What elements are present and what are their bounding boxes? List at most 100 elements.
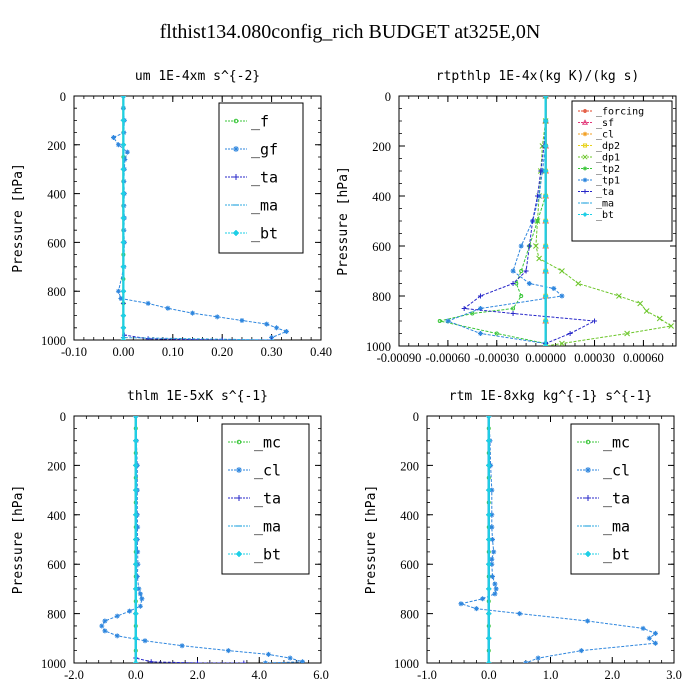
data-point xyxy=(148,659,154,663)
data-point xyxy=(578,648,584,654)
data-point xyxy=(165,305,171,311)
y-tick-label: 200 xyxy=(372,140,391,154)
x-tick-label: 0.0 xyxy=(128,668,144,682)
legend-label: _ma xyxy=(251,196,278,214)
data-point xyxy=(510,311,516,316)
data-point xyxy=(477,331,483,336)
series-line xyxy=(439,96,547,344)
data-point xyxy=(118,296,124,302)
data-point xyxy=(575,280,582,287)
x-tick-label: 0.00030 xyxy=(574,351,615,365)
legend-label: _gf xyxy=(251,140,278,158)
panel-title: thlm 1E-5xK s^{-1} xyxy=(127,389,268,404)
chart-panel: rtm 1E-8xkg kg^{-1} s^{-1} Pressure [hPa]… xyxy=(364,389,682,682)
data-point xyxy=(656,315,663,322)
data-point xyxy=(262,660,268,663)
data-point xyxy=(542,343,549,346)
data-point xyxy=(458,601,464,607)
data-point xyxy=(137,591,143,597)
data-point xyxy=(517,611,523,617)
data-point xyxy=(485,586,492,592)
data-point xyxy=(559,340,565,346)
legend-box xyxy=(221,423,310,575)
data-point xyxy=(132,462,139,469)
legend-label: _sf xyxy=(596,118,614,129)
y-tick-label: 1000 xyxy=(394,657,419,671)
data-point xyxy=(559,293,565,299)
data-point xyxy=(437,319,442,323)
data-point xyxy=(511,306,516,311)
data-point xyxy=(122,156,128,162)
data-point xyxy=(99,623,105,629)
data-point xyxy=(120,324,127,331)
data-point xyxy=(134,574,140,580)
data-point xyxy=(616,293,622,299)
data-point xyxy=(652,640,658,646)
figure-title: flthist134.080config_rich BUDGET at325E,… xyxy=(160,21,541,43)
data-point xyxy=(489,537,495,542)
legend-marker xyxy=(584,550,592,558)
data-point xyxy=(283,328,289,334)
y-tick-label: 600 xyxy=(372,240,391,254)
data-point xyxy=(135,549,141,555)
data-point xyxy=(510,268,516,274)
data-point xyxy=(264,321,270,327)
legend-label: _ma xyxy=(254,517,281,535)
legend-marker xyxy=(585,467,591,473)
data-point xyxy=(477,306,483,311)
data-point xyxy=(219,337,225,340)
data-point xyxy=(225,648,231,654)
data-point xyxy=(102,618,108,624)
data-point xyxy=(142,638,148,644)
data-point xyxy=(585,618,591,624)
y-tick-label: 800 xyxy=(400,608,419,622)
panel-title: rtpthlp 1E-4x(kg K)/(kg s) xyxy=(436,69,640,84)
legend-marker xyxy=(582,131,588,137)
series-group xyxy=(111,96,289,340)
x-tick-label: 0.00 xyxy=(112,345,134,359)
y-tick-label: 1000 xyxy=(41,657,66,671)
data-point xyxy=(542,193,549,199)
x-tick-label: 3.0 xyxy=(666,668,682,682)
y-tick-label: 1000 xyxy=(366,340,391,354)
x-tick-label: 0.00000 xyxy=(525,351,566,365)
data-point xyxy=(266,651,272,657)
series-line xyxy=(112,96,288,339)
x-tick-label: 0.40 xyxy=(310,345,332,359)
y-tick-label: 800 xyxy=(47,285,66,299)
y-tick-label: 600 xyxy=(47,236,66,250)
legend-label: _mc xyxy=(254,433,281,451)
data-point xyxy=(132,635,139,642)
data-point xyxy=(624,330,630,337)
x-tick-label: -2.0 xyxy=(64,668,84,682)
data-point xyxy=(551,286,557,291)
data-point xyxy=(120,312,127,319)
data-point xyxy=(643,308,650,314)
data-point xyxy=(145,300,151,306)
data-point xyxy=(120,288,127,295)
data-point xyxy=(115,288,121,294)
data-point xyxy=(485,561,492,568)
data-point xyxy=(542,143,549,149)
data-point xyxy=(518,243,524,249)
data-point xyxy=(470,311,475,316)
data-point xyxy=(489,574,495,580)
data-point xyxy=(535,655,541,661)
data-point xyxy=(485,635,492,642)
x-tick-label: -0.00060 xyxy=(425,351,470,365)
data-point xyxy=(120,239,127,246)
data-point xyxy=(132,487,139,493)
legend-marker xyxy=(581,119,589,125)
legend-label: _ma xyxy=(603,517,630,535)
legend-box xyxy=(570,423,660,575)
data-point xyxy=(646,635,652,641)
x-tick-label: 2.0 xyxy=(604,668,620,682)
y-axis-label: Pressure [hPa] xyxy=(11,163,26,273)
data-point xyxy=(461,306,467,311)
x-tick-label: 6.0 xyxy=(313,668,329,682)
legend-marker xyxy=(583,109,587,113)
data-point xyxy=(535,219,540,223)
legend-marker xyxy=(235,550,243,558)
data-point xyxy=(519,294,524,298)
y-tick-label: 800 xyxy=(372,290,391,304)
